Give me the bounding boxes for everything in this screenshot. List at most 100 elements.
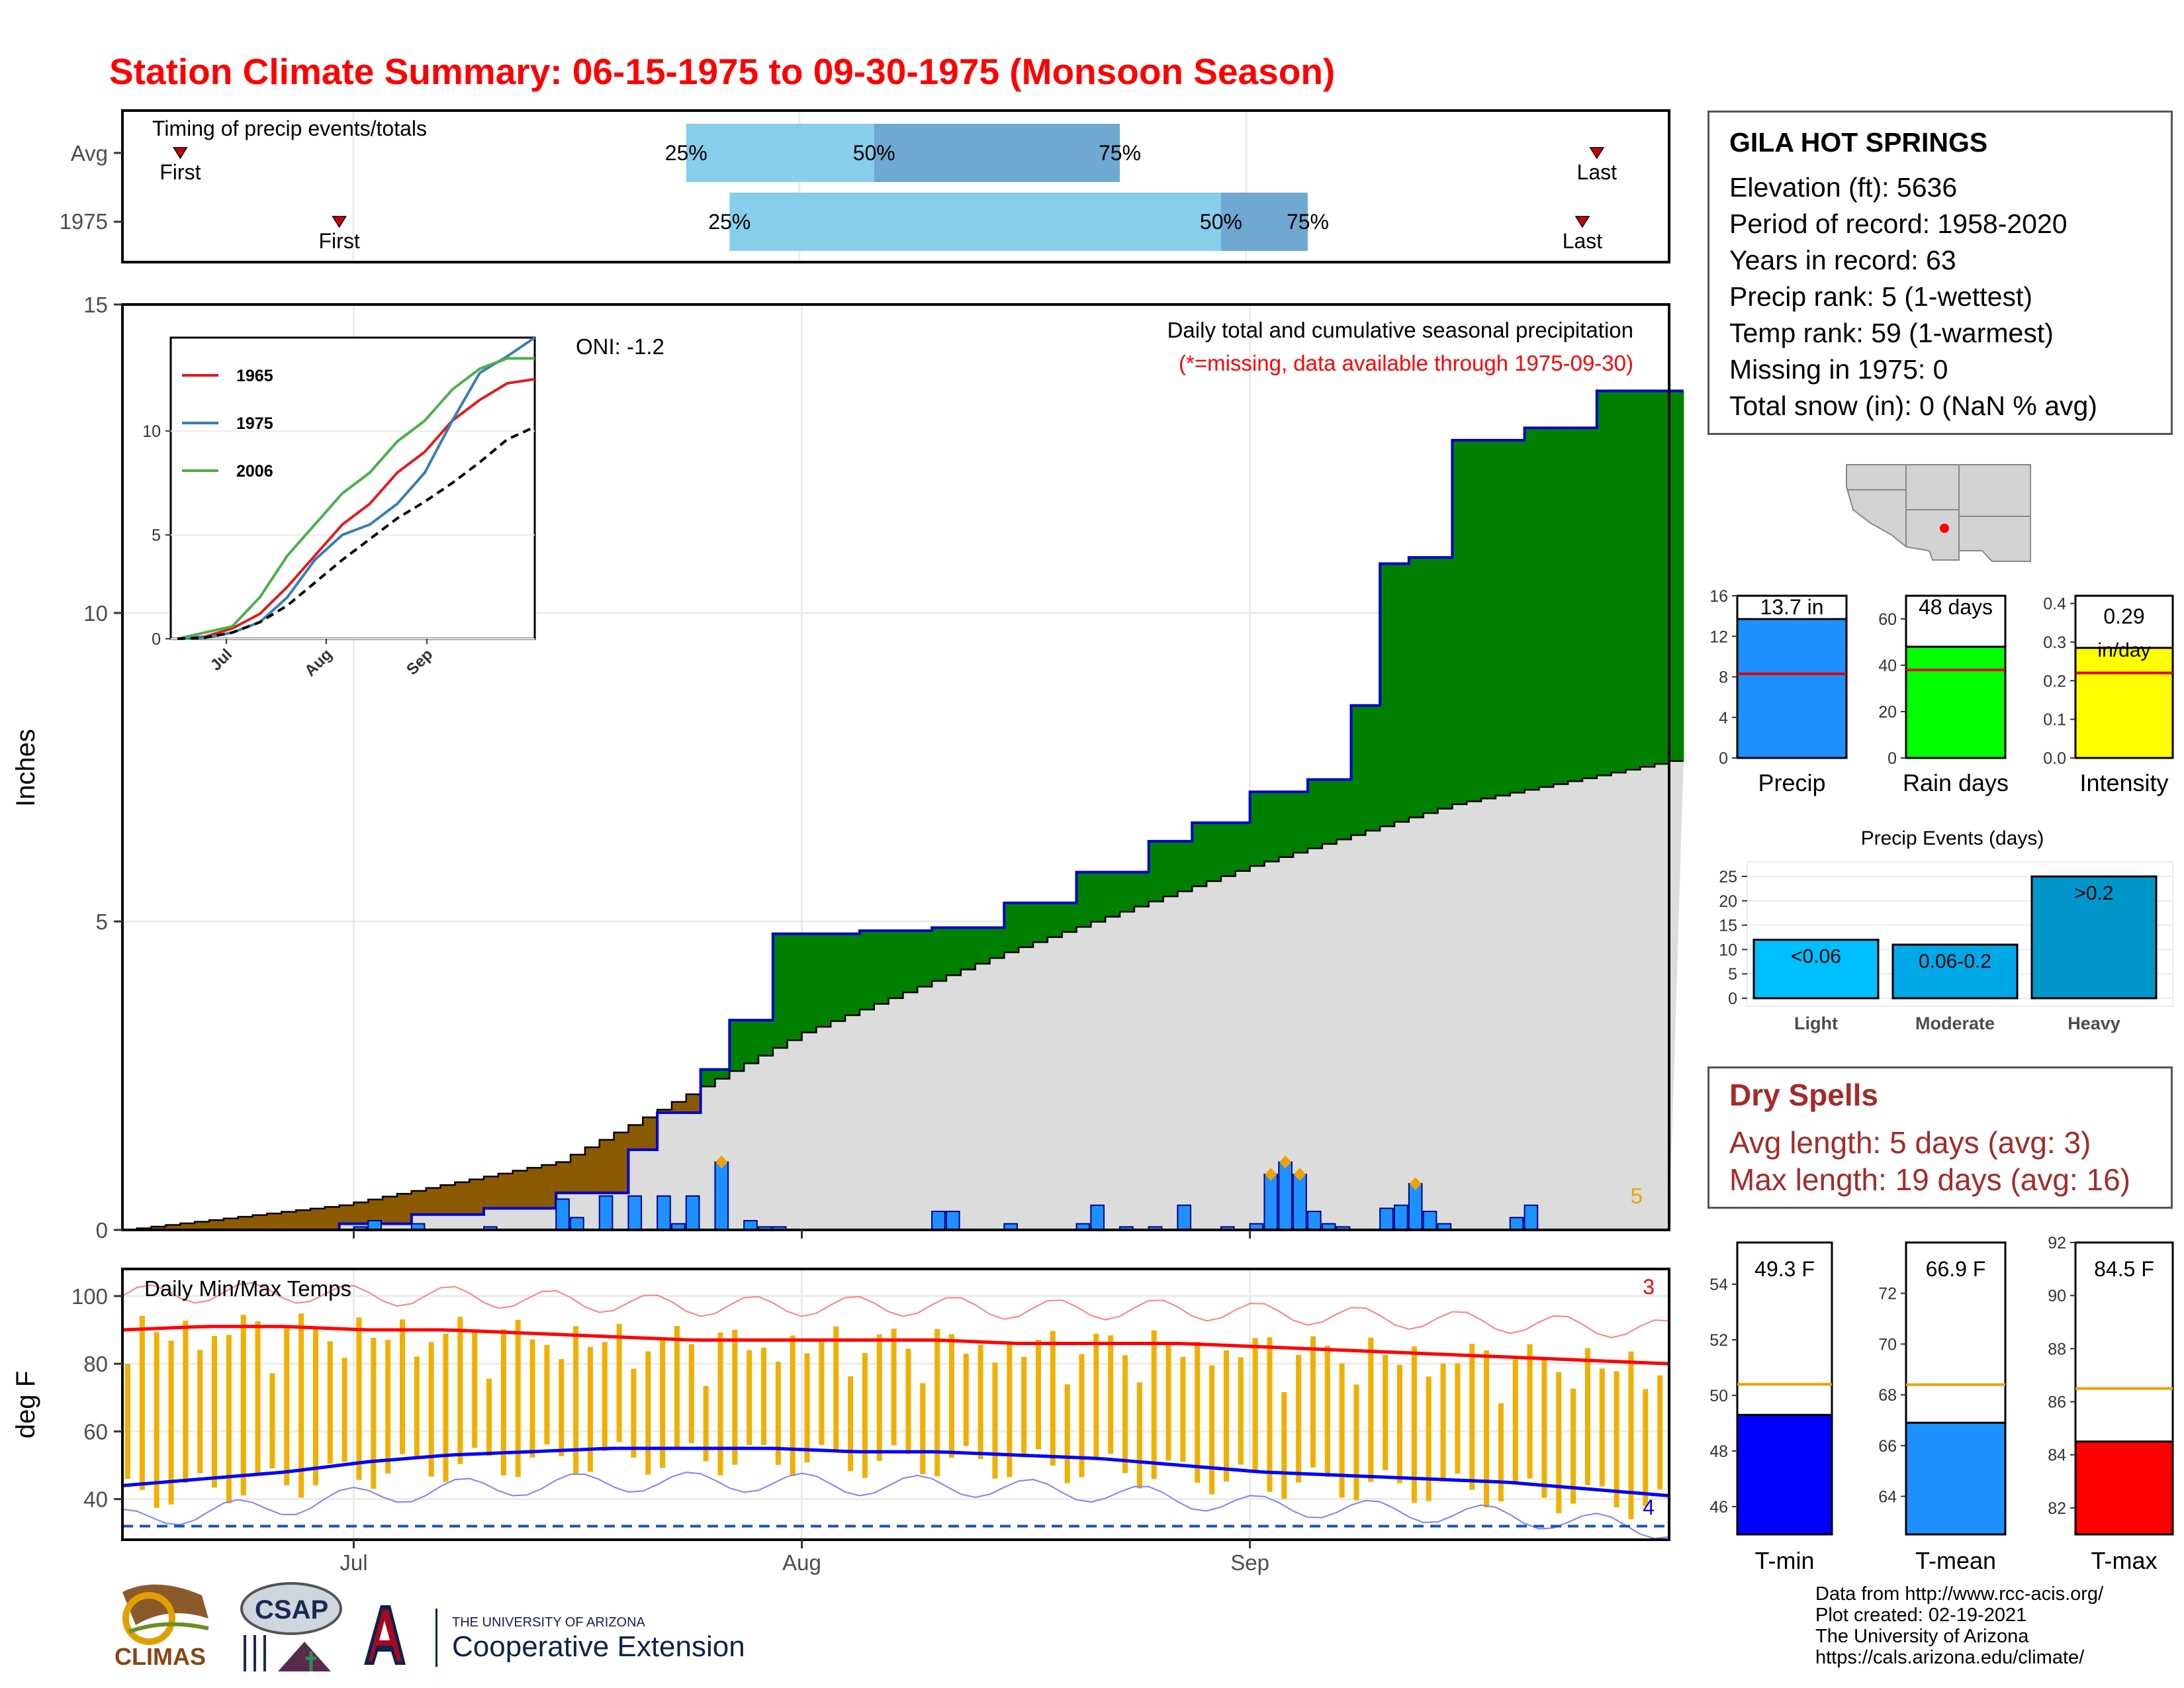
precip-surplus-segment	[1351, 705, 1366, 835]
daily-temp-range-bar	[472, 1330, 478, 1448]
temp-summary-ytick-label: 84	[2048, 1446, 2066, 1465]
daily-temp-range-bar	[341, 1358, 347, 1462]
precip-deficit-segment	[628, 1125, 643, 1150]
temp-panel: 40 60 80 100 deg F Daily Min/Max Temps 3 4	[11, 1268, 1670, 1541]
daily-temp-range-bar	[1281, 1391, 1287, 1499]
tmax-average-line	[122, 1325, 1670, 1366]
precip-surplus-segment	[1019, 903, 1034, 947]
daily-temp-range-bar	[1469, 1344, 1475, 1490]
summary-ytick-label: 16	[1709, 587, 1728, 606]
daily-precip-extreme-marker	[1293, 1168, 1306, 1182]
precip-surplus-segment	[932, 927, 947, 981]
daily-temp-range-bar	[1223, 1350, 1229, 1482]
temp-summary-ytick-label: 64	[1878, 1487, 1897, 1506]
daily-temp-range-bar	[1484, 1350, 1490, 1508]
daily-temp-range-bar	[717, 1333, 723, 1476]
daily-temp-range-bar	[255, 1321, 261, 1474]
daily-temp-range-bar	[876, 1334, 882, 1461]
temp-ylabel: deg F	[11, 1371, 40, 1438]
summary-ytick-label: 0.1	[2043, 711, 2066, 729]
precip-surplus-segment	[1192, 822, 1207, 886]
record-high-line	[122, 1282, 1670, 1338]
summary-value-1: 48 days	[1919, 595, 1993, 619]
daily-temp-range-bar	[660, 1337, 666, 1468]
precip-surplus-segment	[1611, 391, 1627, 773]
temp-summary-value-1: 66.9 F	[1926, 1257, 1986, 1281]
precip-surplus-segment	[1220, 822, 1236, 876]
daily-temp-range-bar	[1108, 1335, 1114, 1454]
daily-temp-range-bar	[269, 1373, 275, 1469]
precip-deficit-segment	[498, 1173, 514, 1209]
temp-summary-bar-0	[1736, 1413, 1833, 1536]
daily-precip-bar	[367, 1220, 382, 1231]
quartile-bar-25-50	[729, 193, 1221, 251]
precip-deficit-segment	[484, 1176, 499, 1209]
precip-deficit-segment	[541, 1164, 557, 1209]
precip-surplus-segment	[1148, 841, 1164, 902]
daily-temp-range-bar	[1498, 1403, 1504, 1502]
record-low-line	[122, 1472, 1670, 1540]
temp-summary-bar-2	[2074, 1440, 2174, 1536]
daily-temp-range-bar	[631, 1368, 637, 1458]
first-marker	[332, 216, 347, 228]
daily-temp-range-bar	[1296, 1354, 1302, 1483]
daily-precip-bar	[570, 1217, 584, 1231]
daily-temp-range-bar	[862, 1352, 868, 1478]
daily-temp-range-bar	[1122, 1355, 1128, 1474]
precip-surplus-segment	[1134, 872, 1150, 907]
precip-surplus-segment	[1539, 428, 1554, 787]
temp-summary-bar-1	[1905, 1421, 2007, 1536]
daily-temp-range-bar	[168, 1340, 174, 1505]
daily-temp-range-bar	[1151, 1330, 1157, 1479]
station-missing: Missing in 1975: 0	[1729, 354, 1948, 385]
events-category-label: Moderate	[1915, 1013, 1995, 1033]
daily-temp-range-bar	[573, 1326, 579, 1475]
summary-ytick-label: 0.2	[2043, 672, 2066, 690]
daily-temp-range-bar	[1426, 1376, 1432, 1501]
events-ytick-label: 0	[1728, 990, 1737, 1008]
precip-surplus-segment	[845, 933, 860, 1015]
quartile-label: 50%	[853, 141, 895, 165]
temp-summary-ytick-label: 66	[1878, 1437, 1897, 1456]
daily-temp-range-bar	[1368, 1337, 1374, 1482]
precip-surplus-segment	[1120, 872, 1135, 912]
temp-ytick-label: 60	[83, 1419, 108, 1444]
daily-temp-range-bar	[1339, 1363, 1345, 1498]
precip-deficit-segment	[396, 1194, 412, 1224]
daily-temp-range-bar	[1310, 1336, 1316, 1468]
daily-temp-range-bar	[327, 1341, 333, 1464]
daily-precip-extreme-marker	[1265, 1168, 1277, 1182]
precip-deficit-segment	[527, 1168, 542, 1209]
daily-temp-range-bar	[399, 1319, 405, 1454]
summary-ytick-label: 0.3	[2043, 633, 2066, 652]
first-label: First	[159, 160, 201, 184]
daily-temp-range-bar	[1657, 1375, 1663, 1489]
precip-deficit-segment	[570, 1154, 586, 1194]
events-category-label: Heavy	[2068, 1013, 2120, 1033]
daily-temp-range-bar	[905, 1348, 911, 1454]
inset-series-avg	[177, 426, 535, 640]
precip-ytick-label: 10	[83, 601, 108, 626]
ua-divider	[435, 1609, 437, 1667]
daily-temp-range-bar	[1252, 1338, 1258, 1471]
daily-temp-range-bar	[602, 1342, 608, 1452]
precip-deficit-segment	[223, 1218, 239, 1230]
precip-surplus-segment	[1408, 557, 1424, 818]
temp-summary-label-0: T-min	[1755, 1547, 1815, 1574]
precip-surplus-segment	[1495, 440, 1511, 796]
precip-surplus-segment	[1553, 428, 1569, 784]
events-ytick-label: 25	[1719, 868, 1737, 886]
precip-deficit-segment	[469, 1179, 484, 1215]
precip-surplus-segment	[1264, 792, 1279, 862]
daily-temp-range-bar	[1541, 1359, 1547, 1498]
precip-deficit-segment	[426, 1188, 441, 1215]
ua-small-text: THE UNIVERSITY OF ARIZONA	[452, 1615, 645, 1630]
daily-precip-bar	[931, 1211, 946, 1231]
precip-surplus-segment	[1582, 428, 1598, 778]
footer-line-source: Data from http://www.rcc-acis.org/	[1815, 1583, 2104, 1605]
summary-ytick-label: 12	[1709, 628, 1728, 646]
precip-surplus-segment	[874, 930, 889, 1004]
precip-surplus-segment	[1669, 391, 1684, 761]
daily-precip-bar	[1379, 1207, 1394, 1231]
summary-ytick-label: 20	[1878, 703, 1897, 722]
